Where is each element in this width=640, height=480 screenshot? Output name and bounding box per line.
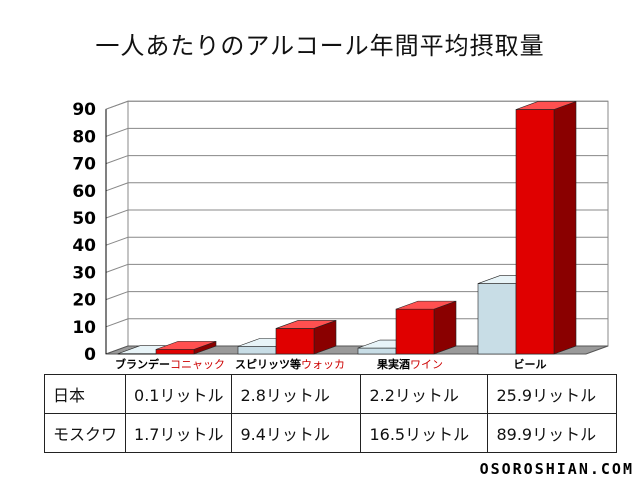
x-tick-label: ブランデーコニャック (115, 357, 225, 371)
x-axis-labels: ブランデーコニャック スピリッツ等ウォッカ 果実酒ワイン ビール (115, 357, 547, 371)
gridline (105, 100, 608, 110)
table-cell: 89.9リットル (487, 413, 618, 453)
bars-layer (117, 101, 577, 355)
gridline (105, 291, 608, 301)
table-cell: 2.2リットル (360, 374, 489, 414)
y-tick-label: 0 (84, 345, 96, 365)
gridline (105, 263, 608, 273)
y-tick-label: 50 (72, 209, 96, 229)
gridline (105, 155, 608, 165)
gridline (105, 182, 608, 192)
y-tick-label: 40 (72, 236, 96, 256)
bar-moscow (275, 320, 337, 355)
table-row: 日本 0.1リットル 2.8リットル 2.2リットル 25.9リットル (43, 374, 618, 414)
table-cell: 1.7リットル (125, 413, 233, 453)
table-cell: 25.9リットル (487, 374, 618, 414)
gridline (105, 236, 608, 246)
y-tick-label: 60 (72, 182, 96, 202)
bar-moscow (155, 340, 217, 355)
data-table: 日本 0.1リットル 2.8リットル 2.2リットル 25.9リットル モスクワ… (43, 374, 618, 453)
table-cell: 16.5リットル (360, 413, 489, 453)
row-label: 日本 (43, 374, 127, 414)
gridline (105, 209, 608, 219)
bar-moscow (395, 300, 457, 355)
x-tick-label: ビール (514, 357, 547, 371)
y-tick-label: 10 (72, 318, 96, 338)
bar-moscow (515, 101, 577, 355)
y-tick-label: 30 (72, 263, 96, 283)
y-tick-label: 80 (72, 127, 96, 147)
table-row: モスクワ 1.7リットル 9.4リットル 16.5リットル 89.9リットル (43, 413, 618, 453)
gridline (105, 127, 608, 137)
table-cell: 2.8リットル (231, 374, 362, 414)
y-tick-label: 90 (72, 100, 96, 120)
y-tick-label: 20 (72, 291, 96, 311)
y-tick-label: 70 (72, 155, 96, 175)
row-label: モスクワ (43, 413, 127, 453)
left-wall (105, 100, 129, 355)
y-axis: 0 10 20 30 40 50 60 70 80 90 (72, 100, 107, 365)
x-tick-label: スピリッツ等ウォッカ (235, 357, 345, 371)
chart-title: 一人あたりのアルコール年間平均摂取量 (95, 32, 545, 60)
x-tick-label: 果実酒ワイン (376, 357, 443, 371)
table-cell: 0.1リットル (125, 374, 233, 414)
watermark: OSOROSHIAN.COM (479, 460, 634, 478)
table-cell: 9.4リットル (231, 413, 362, 453)
